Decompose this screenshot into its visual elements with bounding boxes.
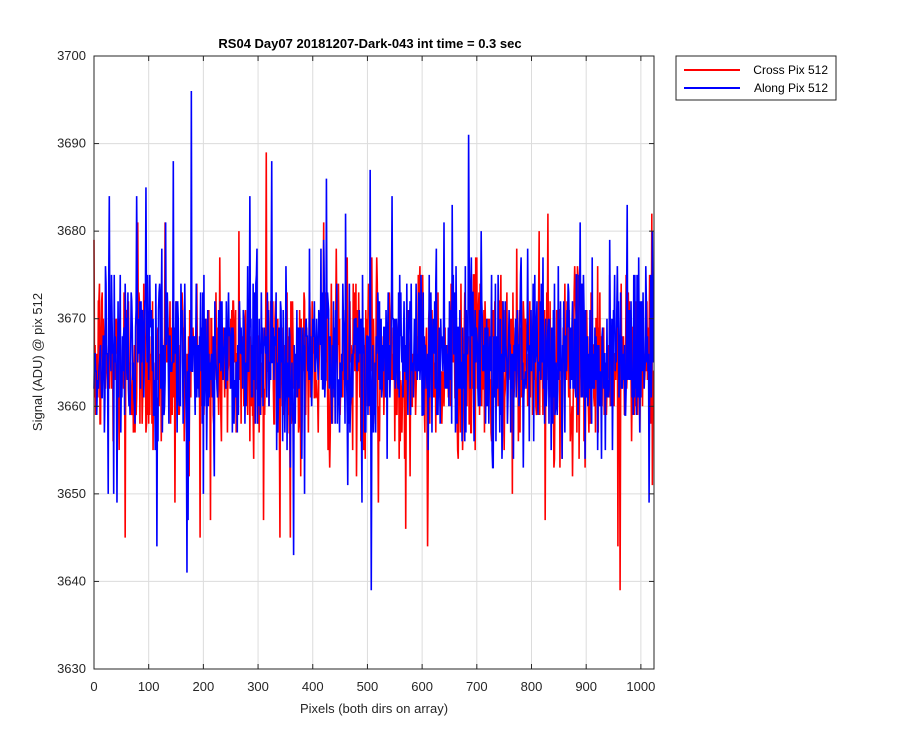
x-tick-label: 700 xyxy=(466,679,488,694)
x-axis-label: Pixels (both dirs on array) xyxy=(300,701,448,716)
axis-ticks: 0 100 200 300 400 500 600 700 800 900 1000 3630 3640… xyxy=(57,48,655,694)
x-tick-label: 500 xyxy=(357,679,379,694)
x-tick-label: 200 xyxy=(193,679,215,694)
y-tick-label: 3650 xyxy=(57,486,86,501)
legend-box xyxy=(675,55,837,101)
y-tick-label: 3640 xyxy=(57,573,86,588)
y-tick-label: 3700 xyxy=(57,48,86,63)
legend-label-along: Along Pix 512 xyxy=(754,81,828,95)
x-tick-label: 800 xyxy=(521,679,543,694)
y-tick-label: 3690 xyxy=(57,136,86,151)
x-tick-label: 900 xyxy=(575,679,597,694)
x-tick-label: 0 xyxy=(90,679,97,694)
y-axis-label: Signal (ADU) @ pix 512 xyxy=(30,293,45,431)
y-tick-label: 3670 xyxy=(57,311,86,326)
series-line-along-pix xyxy=(93,91,655,591)
x-tick-label: 600 xyxy=(411,679,433,694)
x-tick-label: 300 xyxy=(247,679,269,694)
chart-title: RS04 Day07 20181207-Dark-043 int time = … xyxy=(218,36,521,51)
y-tick-label: 3680 xyxy=(57,223,86,238)
y-tick-label: 3660 xyxy=(57,398,86,413)
x-tick-label: 100 xyxy=(138,679,160,694)
y-tick-label: 3630 xyxy=(57,661,86,676)
series-layer xyxy=(93,91,655,591)
x-tick-label: 400 xyxy=(302,679,324,694)
legend: Cross Pix 512 Along Pix 512 xyxy=(675,55,837,101)
plot-frame xyxy=(93,55,655,670)
x-tick-label: 1000 xyxy=(626,679,655,694)
legend-label-cross: Cross Pix 512 xyxy=(753,63,828,77)
